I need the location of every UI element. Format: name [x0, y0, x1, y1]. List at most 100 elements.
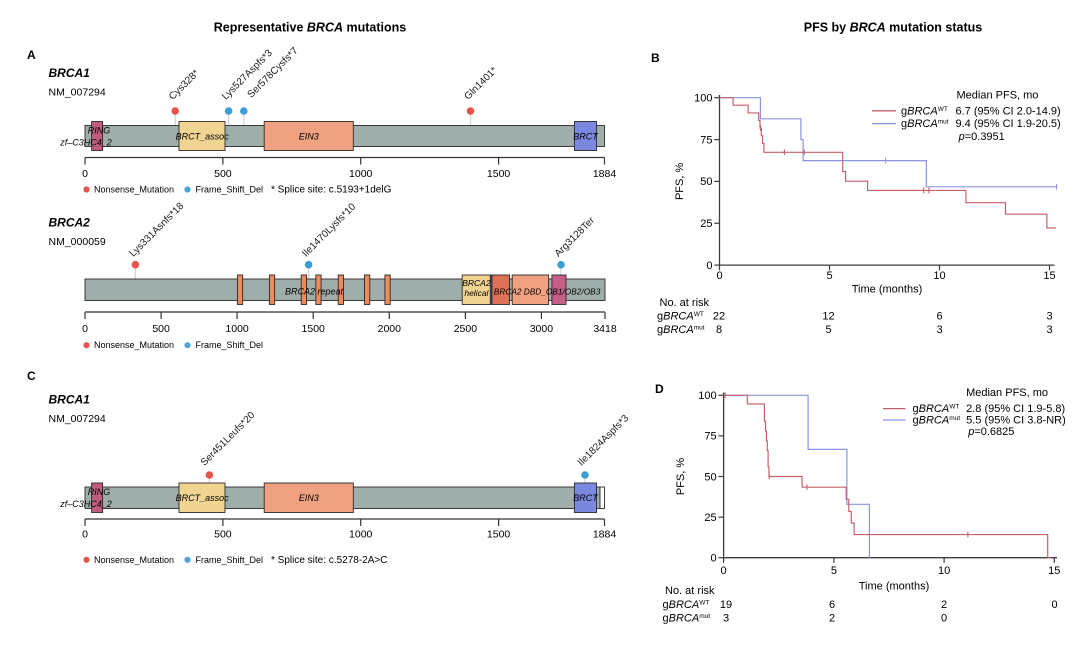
svg-text:0: 0: [82, 323, 88, 335]
svg-text:3000: 3000: [530, 323, 554, 335]
svg-text:gBRCAWT: gBRCAWT: [663, 599, 710, 611]
svg-text:1000: 1000: [349, 529, 373, 541]
svg-text:Nonsense_Mutation: Nonsense_Mutation: [94, 185, 174, 195]
svg-text:NM_007294: NM_007294: [49, 413, 106, 425]
svg-text:2500: 2500: [454, 323, 478, 335]
svg-text:gBRCAWT: gBRCAWT: [657, 310, 704, 322]
svg-text:BRCA1: BRCA1: [49, 66, 91, 80]
svg-text:1884: 1884: [593, 529, 617, 541]
svg-text:B: B: [651, 51, 660, 65]
svg-text:500: 500: [214, 168, 232, 180]
svg-text:100: 100: [694, 93, 712, 105]
svg-text:0: 0: [82, 168, 88, 180]
svg-text:EIN3: EIN3: [299, 493, 319, 503]
svg-text:BRCA2: BRCA2: [49, 216, 91, 230]
svg-text:2: 2: [829, 613, 835, 625]
svg-text:6: 6: [936, 310, 942, 322]
svg-text:Frame_Shift_Del: Frame_Shift_Del: [196, 555, 264, 565]
svg-text:gBRCAmut: gBRCAmut: [657, 324, 705, 336]
svg-text:1500: 1500: [302, 323, 326, 335]
svg-text:PFS, %: PFS, %: [675, 458, 687, 496]
svg-text:D: D: [655, 382, 664, 396]
svg-text:1000: 1000: [225, 323, 249, 335]
svg-text:No. at risk: No. at risk: [660, 297, 710, 309]
svg-text:BRCT: BRCT: [573, 493, 599, 503]
svg-text:gBRCAWT: gBRCAWT: [913, 403, 960, 415]
svg-text:helical: helical: [464, 288, 489, 298]
svg-text:p=0.3951: p=0.3951: [958, 131, 1005, 143]
svg-text:22: 22: [713, 310, 725, 322]
svg-text:1884: 1884: [593, 168, 617, 180]
svg-text:0: 0: [710, 553, 716, 565]
svg-text:Representative BRCA mutations: Representative BRCA mutations: [214, 21, 406, 35]
svg-text:75: 75: [700, 134, 712, 146]
svg-text:Time (months): Time (months): [859, 581, 930, 593]
svg-text:BRCA2 repeat: BRCA2 repeat: [285, 287, 344, 297]
svg-text:3418: 3418: [593, 323, 617, 335]
svg-text:BRCT: BRCT: [573, 131, 599, 141]
svg-text:C: C: [27, 369, 36, 383]
svg-text:p=0.6825: p=0.6825: [967, 426, 1014, 438]
svg-text:0: 0: [941, 613, 947, 625]
svg-text:2000: 2000: [378, 323, 402, 335]
svg-text:6: 6: [829, 599, 835, 611]
svg-text:1000: 1000: [349, 168, 373, 180]
svg-text:5: 5: [826, 270, 832, 282]
svg-text:15: 15: [1048, 565, 1060, 577]
svg-text:1500: 1500: [487, 529, 511, 541]
svg-text:0: 0: [1051, 599, 1057, 611]
svg-text:BRCA2: BRCA2: [462, 278, 491, 288]
svg-text:NM_000059: NM_000059: [49, 236, 106, 248]
svg-text:12: 12: [822, 310, 834, 322]
svg-text:Time (months): Time (months): [852, 284, 923, 296]
svg-text:3: 3: [723, 613, 729, 625]
svg-text:1500: 1500: [487, 168, 511, 180]
svg-text:3: 3: [1046, 310, 1052, 322]
svg-text:2: 2: [941, 599, 947, 611]
svg-text:Median PFS, mo: Median PFS, mo: [966, 387, 1048, 399]
svg-text:PFS, %: PFS, %: [674, 163, 686, 201]
svg-text:RING: RING: [88, 126, 111, 136]
svg-text:500: 500: [214, 529, 232, 541]
svg-text:2.8 (95% CI 1.9-5.8): 2.8 (95% CI 1.9-5.8): [966, 403, 1065, 415]
svg-text:BRCT_assoc: BRCT_assoc: [176, 493, 230, 503]
svg-text:6.7 (95% CI 2.0-14.9): 6.7 (95% CI 2.0-14.9): [956, 105, 1061, 117]
svg-text:PFS by BRCA mutation status: PFS by BRCA mutation status: [804, 21, 983, 35]
svg-text:0: 0: [716, 270, 722, 282]
svg-text:50: 50: [704, 471, 716, 483]
svg-text:Nonsense_Mutation: Nonsense_Mutation: [94, 555, 174, 565]
svg-text:5: 5: [825, 324, 831, 336]
svg-text:8: 8: [716, 324, 722, 336]
svg-text:5.5 (95% CI 3.8-NR): 5.5 (95% CI 3.8-NR): [966, 415, 1066, 427]
svg-text:* Splice site: c.5278-2A>C: * Splice site: c.5278-2A>C: [271, 555, 387, 566]
svg-text:Frame_Shift_Del: Frame_Shift_Del: [196, 185, 264, 195]
svg-text:Nonsense_Mutation: Nonsense_Mutation: [94, 340, 174, 350]
svg-text:* Splice site: c.5193+1delG: * Splice site: c.5193+1delG: [271, 185, 392, 196]
svg-text:BRCA2 DBD_OB1/OB2/OB3: BRCA2 DBD_OB1/OB2/OB3: [494, 287, 601, 297]
svg-text:0: 0: [82, 529, 88, 541]
svg-text:0: 0: [706, 260, 712, 272]
svg-text:gBRCAWT: gBRCAWT: [901, 105, 948, 117]
svg-text:10: 10: [933, 270, 945, 282]
svg-text:10: 10: [938, 565, 950, 577]
svg-text:zf–C3HC4_2: zf–C3HC4_2: [59, 499, 112, 509]
svg-text:50: 50: [700, 176, 712, 188]
svg-text:NM_007294: NM_007294: [49, 87, 106, 99]
svg-text:gBRCAmut: gBRCAmut: [663, 613, 711, 625]
svg-text:zf–C3HC4_2: zf–C3HC4_2: [59, 137, 112, 147]
svg-text:gBRCAmut: gBRCAmut: [913, 415, 961, 427]
svg-text:3: 3: [1046, 324, 1052, 336]
svg-text:19: 19: [720, 599, 732, 611]
svg-text:5: 5: [831, 565, 837, 577]
svg-text:RING: RING: [88, 487, 111, 497]
svg-text:No. at risk: No. at risk: [665, 585, 715, 597]
svg-text:25: 25: [700, 218, 712, 230]
svg-text:0: 0: [721, 565, 727, 577]
svg-text:100: 100: [698, 390, 716, 402]
svg-text:3: 3: [936, 324, 942, 336]
svg-text:500: 500: [152, 323, 170, 335]
svg-text:Median PFS, mo: Median PFS, mo: [957, 90, 1039, 102]
svg-text:9.4 (95% CI 1.9-20.5): 9.4 (95% CI 1.9-20.5): [956, 118, 1061, 130]
svg-text:15: 15: [1043, 270, 1055, 282]
svg-text:25: 25: [704, 512, 716, 524]
